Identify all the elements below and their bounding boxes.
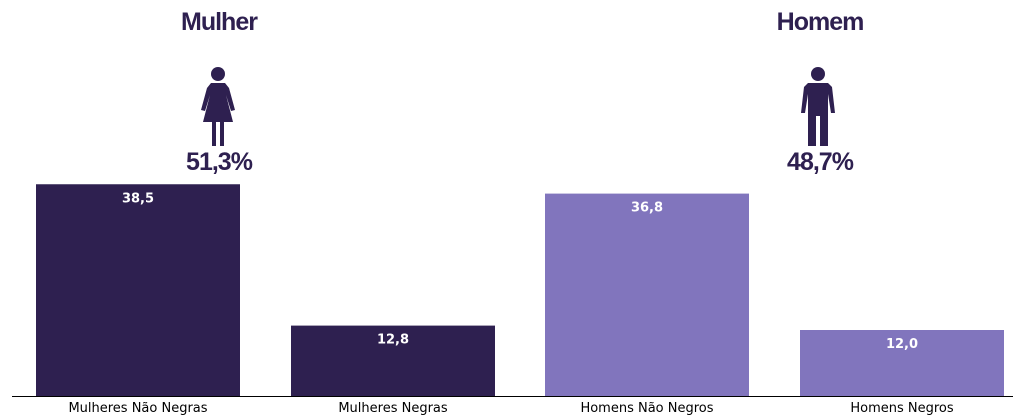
- share-mulher: 51,3%: [186, 148, 253, 176]
- male-person-icon: [801, 67, 835, 146]
- category-label-1: Mulheres Não Negras: [68, 401, 207, 415]
- bar-2: [291, 325, 495, 396]
- category-label-3: Homens Não Negros: [580, 401, 713, 415]
- share-homem: 48,7%: [787, 148, 854, 176]
- female-person-icon: [201, 67, 235, 146]
- group-title-homem: Homem: [776, 8, 865, 36]
- group-title-mulher: Mulher: [181, 8, 258, 36]
- bar-3: [545, 193, 749, 396]
- category-label-4: Homens Negros: [850, 401, 954, 415]
- bar-4: [800, 330, 1004, 396]
- data-label-1: 38,5: [122, 191, 154, 206]
- data-label-4: 12,0: [886, 337, 918, 352]
- data-label-2: 12,8: [377, 333, 409, 348]
- data-label-3: 36,8: [631, 201, 663, 216]
- bar-1: [36, 184, 240, 396]
- category-label-2: Mulheres Negras: [338, 401, 448, 415]
